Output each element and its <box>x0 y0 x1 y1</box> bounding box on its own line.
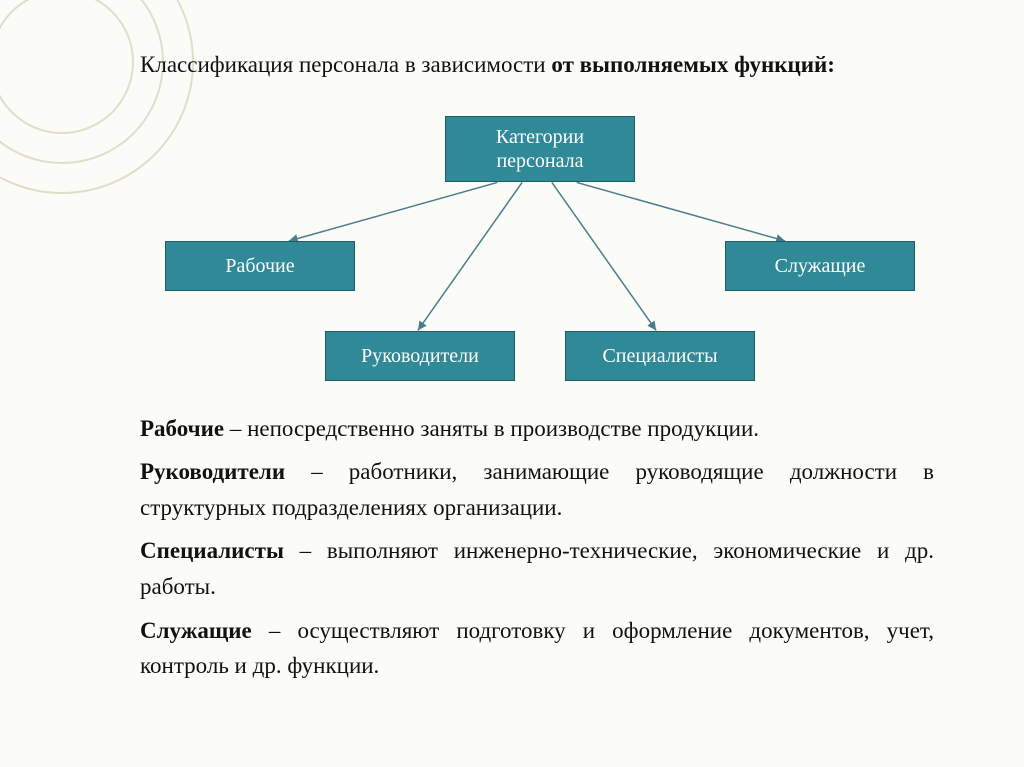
definition-2: Специалисты – выполняют инженерно-технич… <box>140 533 934 604</box>
hierarchy-diagram: Категорииперсонала Рабочие Руководители Спе… <box>140 91 934 391</box>
definitions-block: Рабочие – непосредственно заняты в произ… <box>140 411 934 684</box>
slide-heading: Классификация персонала в зависимости от… <box>140 48 934 83</box>
heading-prefix: Классификация персонала в зависимости <box>140 52 551 77</box>
definition-term-3: Служащие <box>140 618 252 643</box>
heading-bold: от выполняемых функций: <box>551 52 835 77</box>
diagram-node-n3: Специалисты <box>565 331 755 381</box>
definition-0: Рабочие – непосредственно заняты в произ… <box>140 411 934 447</box>
definition-3: Служащие – осуществляют подготовку и офо… <box>140 613 934 684</box>
slide-content: Классификация персонала в зависимости от… <box>0 0 1024 767</box>
diagram-node-root: Категорииперсонала <box>445 116 635 182</box>
definition-term-2: Специалисты <box>140 538 284 563</box>
diagram-node-n2: Руководители <box>325 331 515 381</box>
definition-term-1: Руководители <box>140 459 285 484</box>
definition-term-0: Рабочие <box>140 416 224 441</box>
definition-text-3: – осуществляют подготовку и оформление д… <box>140 618 934 679</box>
diagram-node-n1: Рабочие <box>165 241 355 291</box>
definition-1: Руководители – работники, занимающие рук… <box>140 454 934 525</box>
diagram-node-n4: Служащие <box>725 241 915 291</box>
definition-text-0: – непосредственно заняты в производстве … <box>224 416 759 441</box>
